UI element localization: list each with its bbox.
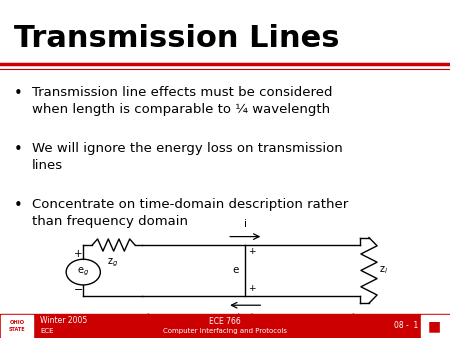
Text: 08 -  1: 08 - 1 — [394, 321, 418, 330]
Text: STATE: STATE — [9, 327, 25, 332]
Bar — [0, 314, 450, 338]
Text: We will ignore the energy loss on transmission
lines: We will ignore the energy loss on transm… — [32, 142, 342, 172]
Text: +: + — [248, 285, 256, 293]
Text: z$_g$: z$_g$ — [107, 257, 118, 269]
Text: x: x — [191, 321, 196, 332]
Text: Winter 2005: Winter 2005 — [40, 316, 88, 325]
Text: OHIO: OHIO — [9, 320, 25, 325]
Text: Transmission Lines: Transmission Lines — [14, 24, 339, 53]
Text: ECE 766: ECE 766 — [209, 317, 241, 326]
Bar — [421, 315, 449, 337]
Bar — [1, 315, 33, 337]
Text: ECE: ECE — [40, 328, 54, 334]
Text: d: d — [300, 321, 306, 332]
Text: •: • — [14, 142, 22, 157]
Text: e$_g$: e$_g$ — [77, 266, 89, 278]
Text: +: + — [248, 247, 256, 256]
Text: Computer Interfacing and Protocols: Computer Interfacing and Protocols — [163, 328, 287, 334]
Text: ■: ■ — [428, 319, 441, 333]
Text: •: • — [14, 86, 22, 101]
Text: i: i — [244, 219, 247, 229]
Text: Transmission line effects must be considered
when length is comparable to ¼ wave: Transmission line effects must be consid… — [32, 86, 332, 116]
Text: −: − — [74, 285, 83, 295]
Text: z$_l$: z$_l$ — [379, 265, 388, 276]
Text: e: e — [232, 265, 239, 275]
Text: Concentrate on time-domain description rather
than frequency domain: Concentrate on time-domain description r… — [32, 198, 348, 228]
Text: •: • — [14, 198, 22, 213]
Text: +: + — [74, 249, 83, 259]
